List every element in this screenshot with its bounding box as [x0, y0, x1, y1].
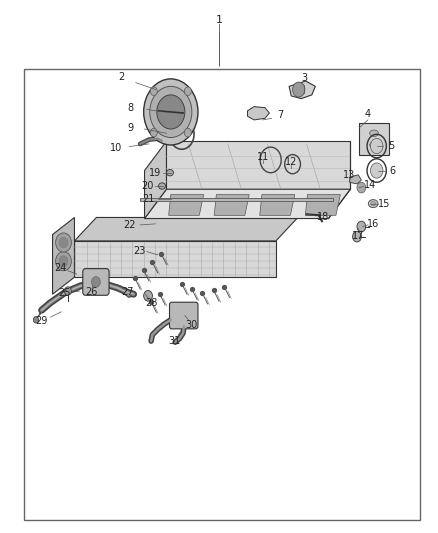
Text: 18: 18	[317, 213, 329, 222]
Ellipse shape	[166, 169, 173, 176]
Text: 28: 28	[145, 298, 157, 308]
Circle shape	[144, 290, 152, 301]
Circle shape	[371, 139, 383, 154]
Polygon shape	[74, 241, 276, 277]
Text: 26: 26	[85, 287, 97, 297]
Polygon shape	[359, 123, 389, 155]
Text: 23: 23	[133, 246, 145, 255]
Polygon shape	[247, 107, 269, 120]
Text: 12: 12	[285, 157, 297, 167]
Circle shape	[150, 86, 192, 138]
Text: 14: 14	[364, 181, 376, 190]
Text: 4: 4	[365, 109, 371, 118]
Polygon shape	[145, 141, 166, 219]
Circle shape	[64, 287, 71, 295]
Circle shape	[56, 233, 71, 252]
Bar	[24, 69, 420, 520]
Circle shape	[150, 128, 157, 137]
Text: 19: 19	[149, 168, 162, 177]
Ellipse shape	[159, 183, 166, 189]
Circle shape	[59, 237, 68, 248]
Text: 21: 21	[143, 195, 155, 204]
Polygon shape	[145, 189, 350, 219]
Text: 11: 11	[257, 152, 269, 161]
Polygon shape	[350, 175, 361, 184]
Text: 25: 25	[59, 288, 71, 298]
Circle shape	[33, 317, 39, 323]
Ellipse shape	[368, 199, 378, 207]
Text: 7: 7	[277, 110, 283, 120]
Circle shape	[371, 163, 383, 178]
Circle shape	[184, 87, 191, 95]
Text: 29: 29	[35, 316, 47, 326]
Text: 13: 13	[343, 170, 355, 180]
Circle shape	[357, 182, 366, 193]
Text: 15: 15	[378, 199, 391, 208]
Circle shape	[92, 277, 100, 287]
Circle shape	[293, 82, 305, 97]
Circle shape	[56, 252, 71, 271]
Text: 9: 9	[127, 123, 134, 133]
Text: 8: 8	[127, 103, 134, 112]
Ellipse shape	[370, 130, 378, 136]
Text: 30: 30	[186, 320, 198, 330]
Circle shape	[357, 221, 366, 232]
Text: 3: 3	[301, 74, 307, 83]
Circle shape	[184, 128, 191, 137]
Text: 20: 20	[141, 181, 154, 191]
Text: 22: 22	[124, 220, 136, 230]
Polygon shape	[169, 195, 204, 215]
Text: 10: 10	[110, 143, 122, 153]
Text: 27: 27	[121, 287, 133, 297]
Polygon shape	[140, 198, 333, 201]
Text: 2: 2	[119, 72, 125, 82]
Text: 1: 1	[215, 15, 223, 25]
Polygon shape	[289, 81, 315, 99]
Polygon shape	[74, 217, 298, 241]
Text: 31: 31	[168, 336, 180, 346]
Circle shape	[353, 231, 361, 242]
Polygon shape	[260, 195, 295, 215]
Polygon shape	[214, 195, 249, 215]
Text: 5: 5	[388, 141, 394, 151]
Circle shape	[150, 87, 157, 95]
FancyBboxPatch shape	[83, 269, 109, 295]
Text: 17: 17	[352, 231, 364, 240]
Circle shape	[144, 79, 198, 145]
Text: 6: 6	[389, 166, 395, 175]
Polygon shape	[305, 195, 340, 215]
Polygon shape	[166, 141, 350, 189]
Ellipse shape	[370, 142, 378, 148]
FancyBboxPatch shape	[170, 302, 198, 329]
Polygon shape	[53, 217, 74, 294]
Circle shape	[157, 95, 185, 129]
Text: 24: 24	[54, 263, 67, 272]
Circle shape	[59, 256, 68, 266]
Text: 16: 16	[367, 219, 379, 229]
Ellipse shape	[371, 201, 376, 206]
